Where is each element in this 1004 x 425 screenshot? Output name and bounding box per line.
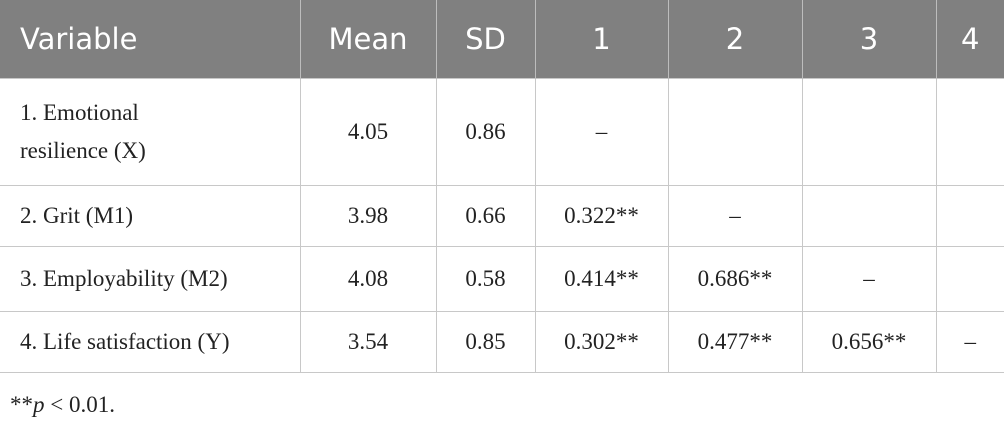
header-cell: 4	[936, 0, 1004, 79]
table-row: 4. Life satisfaction (Y) 3.54 0.85 0.302** 0…	[0, 311, 1004, 373]
header-cell: 3	[802, 0, 937, 79]
table-row: 3. Employability (M2) 4.08 0.58 0.414** 0.68…	[0, 246, 1004, 312]
empty-cell	[935, 185, 1004, 247]
empty-cell	[801, 78, 937, 186]
variable-cell: 3. Employability (M2)	[0, 246, 301, 312]
footnote-prefix: **	[10, 392, 33, 417]
table-row: 2. Grit (M1) 3.98 0.66 0.322** –	[0, 185, 1004, 247]
empty-cell	[935, 246, 1004, 312]
value-cell: 0.656**	[801, 311, 937, 373]
variable-cell: 1. Emotional resilience (X)	[0, 78, 301, 186]
footnote-italic: p	[33, 392, 45, 417]
value-cell: 0.686**	[667, 246, 803, 312]
header-cell: SD	[436, 0, 536, 79]
value-cell: 4.08	[299, 246, 437, 312]
value-cell: 3.54	[299, 311, 437, 373]
variable-label: 2. Grit (M1)	[20, 203, 134, 228]
header-cell: 2	[668, 0, 803, 79]
variable-cell: 2. Grit (M1)	[0, 185, 301, 247]
value-cell: –	[667, 185, 803, 247]
value-cell: 0.477**	[667, 311, 803, 373]
value-cell: 0.85	[435, 311, 536, 373]
header-cell: Variable	[0, 0, 301, 79]
empty-cell	[935, 78, 1004, 186]
value-cell: 4.05	[299, 78, 437, 186]
table-body: 1. Emotional resilience (X) 4.05 0.86–2. G…	[0, 78, 1004, 373]
value-cell: 0.302**	[534, 311, 669, 373]
variable-label: 1. Emotional resilience (X)	[20, 100, 146, 163]
empty-cell	[667, 78, 803, 186]
value-cell: 0.58	[435, 246, 536, 312]
header-row: Variable Mean SD 1 2 3 4	[0, 0, 1004, 79]
value-cell: 0.322**	[534, 185, 669, 247]
value-cell: 0.86	[435, 78, 536, 186]
value-cell: –	[935, 311, 1004, 373]
value-cell: –	[801, 246, 937, 312]
variable-label: 3. Employability (M2)	[20, 266, 228, 291]
variable-label: 4. Life satisfaction (Y)	[20, 329, 230, 354]
variable-cell: 4. Life satisfaction (Y)	[0, 311, 301, 373]
table-row: 1. Emotional resilience (X) 4.05 0.86–	[0, 78, 1004, 186]
footnote: **p < 0.01.	[10, 392, 115, 418]
header-cell: Mean	[300, 0, 437, 79]
value-cell: 3.98	[299, 185, 437, 247]
header-cell: 1	[535, 0, 669, 79]
value-cell: –	[534, 78, 669, 186]
footnote-suffix: < 0.01.	[44, 392, 115, 417]
empty-cell	[801, 185, 937, 247]
correlation-table: Variable Mean SD 1 2 3 4 1. Emotional resilien…	[0, 0, 1004, 373]
value-cell: 0.414**	[534, 246, 669, 312]
value-cell: 0.66	[435, 185, 536, 247]
